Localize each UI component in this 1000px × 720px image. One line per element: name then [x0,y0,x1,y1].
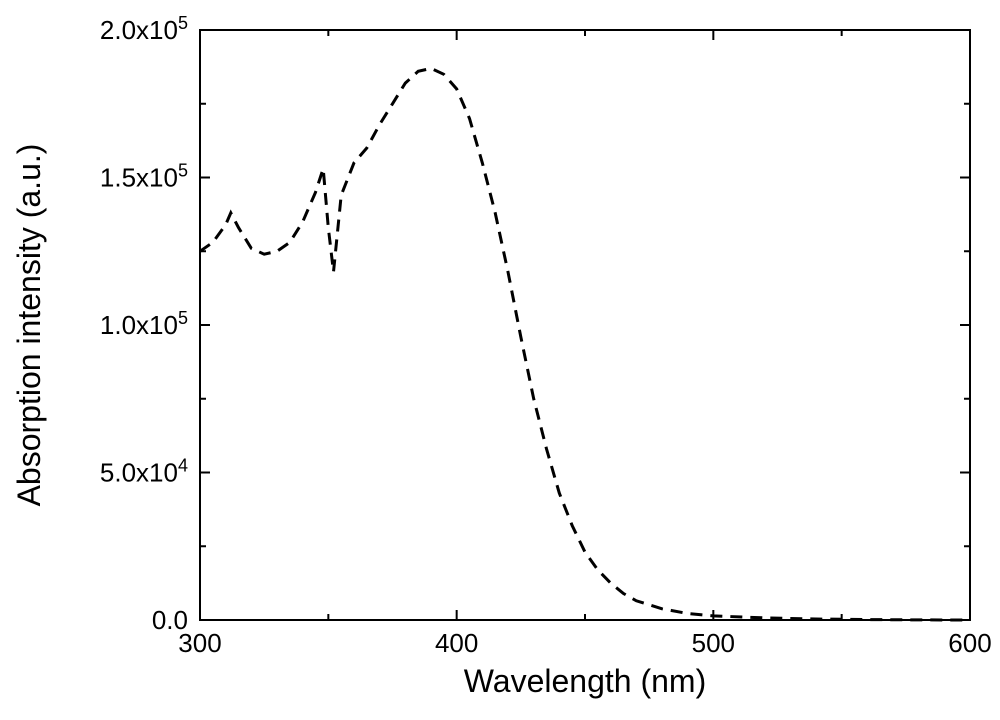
chart-svg: 3004005006000.05.0x1041.0x1051.5x1052.0x… [0,0,1000,720]
y-axis-title: Absorption intensity (a.u.) [11,144,47,507]
absorption-spectrum-chart: 3004005006000.05.0x1041.0x1051.5x1052.0x… [0,0,1000,720]
y-tick-label: 1.5x105 [100,161,188,193]
y-tick-label: 1.0x105 [100,308,188,340]
x-axis-title: Wavelength (nm) [464,663,706,699]
x-tick-label: 400 [435,628,478,658]
y-tick-label: 2.0x105 [100,13,188,45]
y-tick-label: 5.0x104 [100,456,188,488]
plot-frame [200,30,970,620]
x-tick-label: 500 [692,628,735,658]
x-tick-label: 600 [948,628,991,658]
absorption-curve [200,68,970,620]
y-tick-label: 0.0 [152,605,188,635]
